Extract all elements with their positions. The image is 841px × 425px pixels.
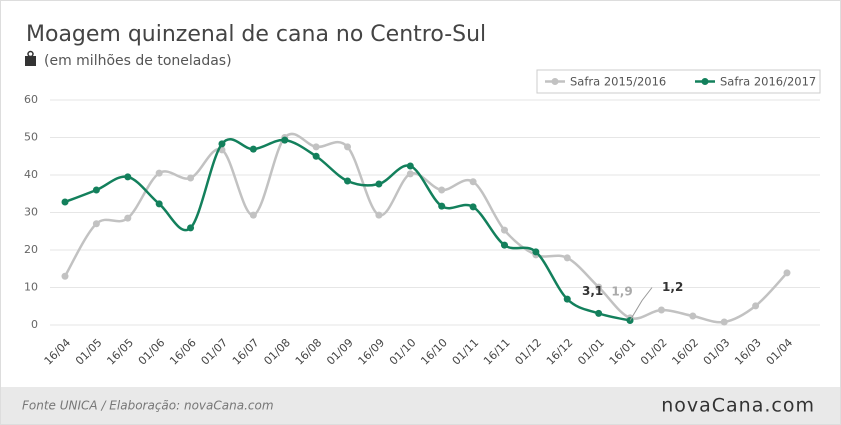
point [563,254,571,262]
point [155,200,163,208]
point [61,272,69,280]
legend-label: Safra 2015/2016 [570,75,666,89]
y-tick-label: 30 [24,206,38,219]
y-tick-label: 40 [24,168,38,181]
point [689,312,697,320]
legend-marker [701,78,709,85]
point [61,198,69,206]
point [375,211,383,219]
data-label: 1,9 [611,284,632,298]
point [406,162,414,170]
y-tick-label: 0 [31,318,38,331]
point [344,177,352,185]
point [281,136,289,144]
point [187,174,195,182]
point [752,302,760,310]
point [438,202,446,210]
leader-line [629,287,653,321]
y-tick-label: 10 [24,281,38,294]
point [469,178,477,186]
point [249,211,257,219]
point [438,186,446,194]
point [92,220,100,228]
point [500,226,508,234]
y-tick-label: 20 [24,243,38,256]
point [563,295,571,303]
point [124,173,132,181]
point [375,180,383,188]
legend [536,69,821,94]
legend-marker [551,78,559,85]
footer [1,387,840,424]
legend-label: Safra 2016/2017 [720,75,816,89]
point [312,143,320,151]
subtitle: (em milhões de toneladas) [44,53,232,69]
data-label: 1,2 [662,280,683,294]
point [249,145,257,153]
source: Fonte UNICA / Elaboração: novaCana.com [22,399,274,413]
point [469,203,477,211]
point [532,248,540,256]
point [500,241,508,249]
data-label: 3,1 [582,284,603,298]
point [657,306,665,314]
point [344,143,352,151]
weight-icon [25,50,36,66]
point [187,224,195,232]
point [595,309,603,317]
point [312,152,320,160]
y-tick-label: 60 [24,93,38,106]
point [720,318,728,326]
chart-title: Moagem quinzenal de cana no Centro-Sul [26,22,486,47]
logo: novaCana.com [661,395,815,417]
point [406,170,414,178]
point [783,269,791,277]
y-tick-label: 50 [24,131,38,144]
point [124,214,132,222]
point [92,186,100,194]
point [218,140,226,148]
point [155,169,163,177]
point [595,283,603,291]
